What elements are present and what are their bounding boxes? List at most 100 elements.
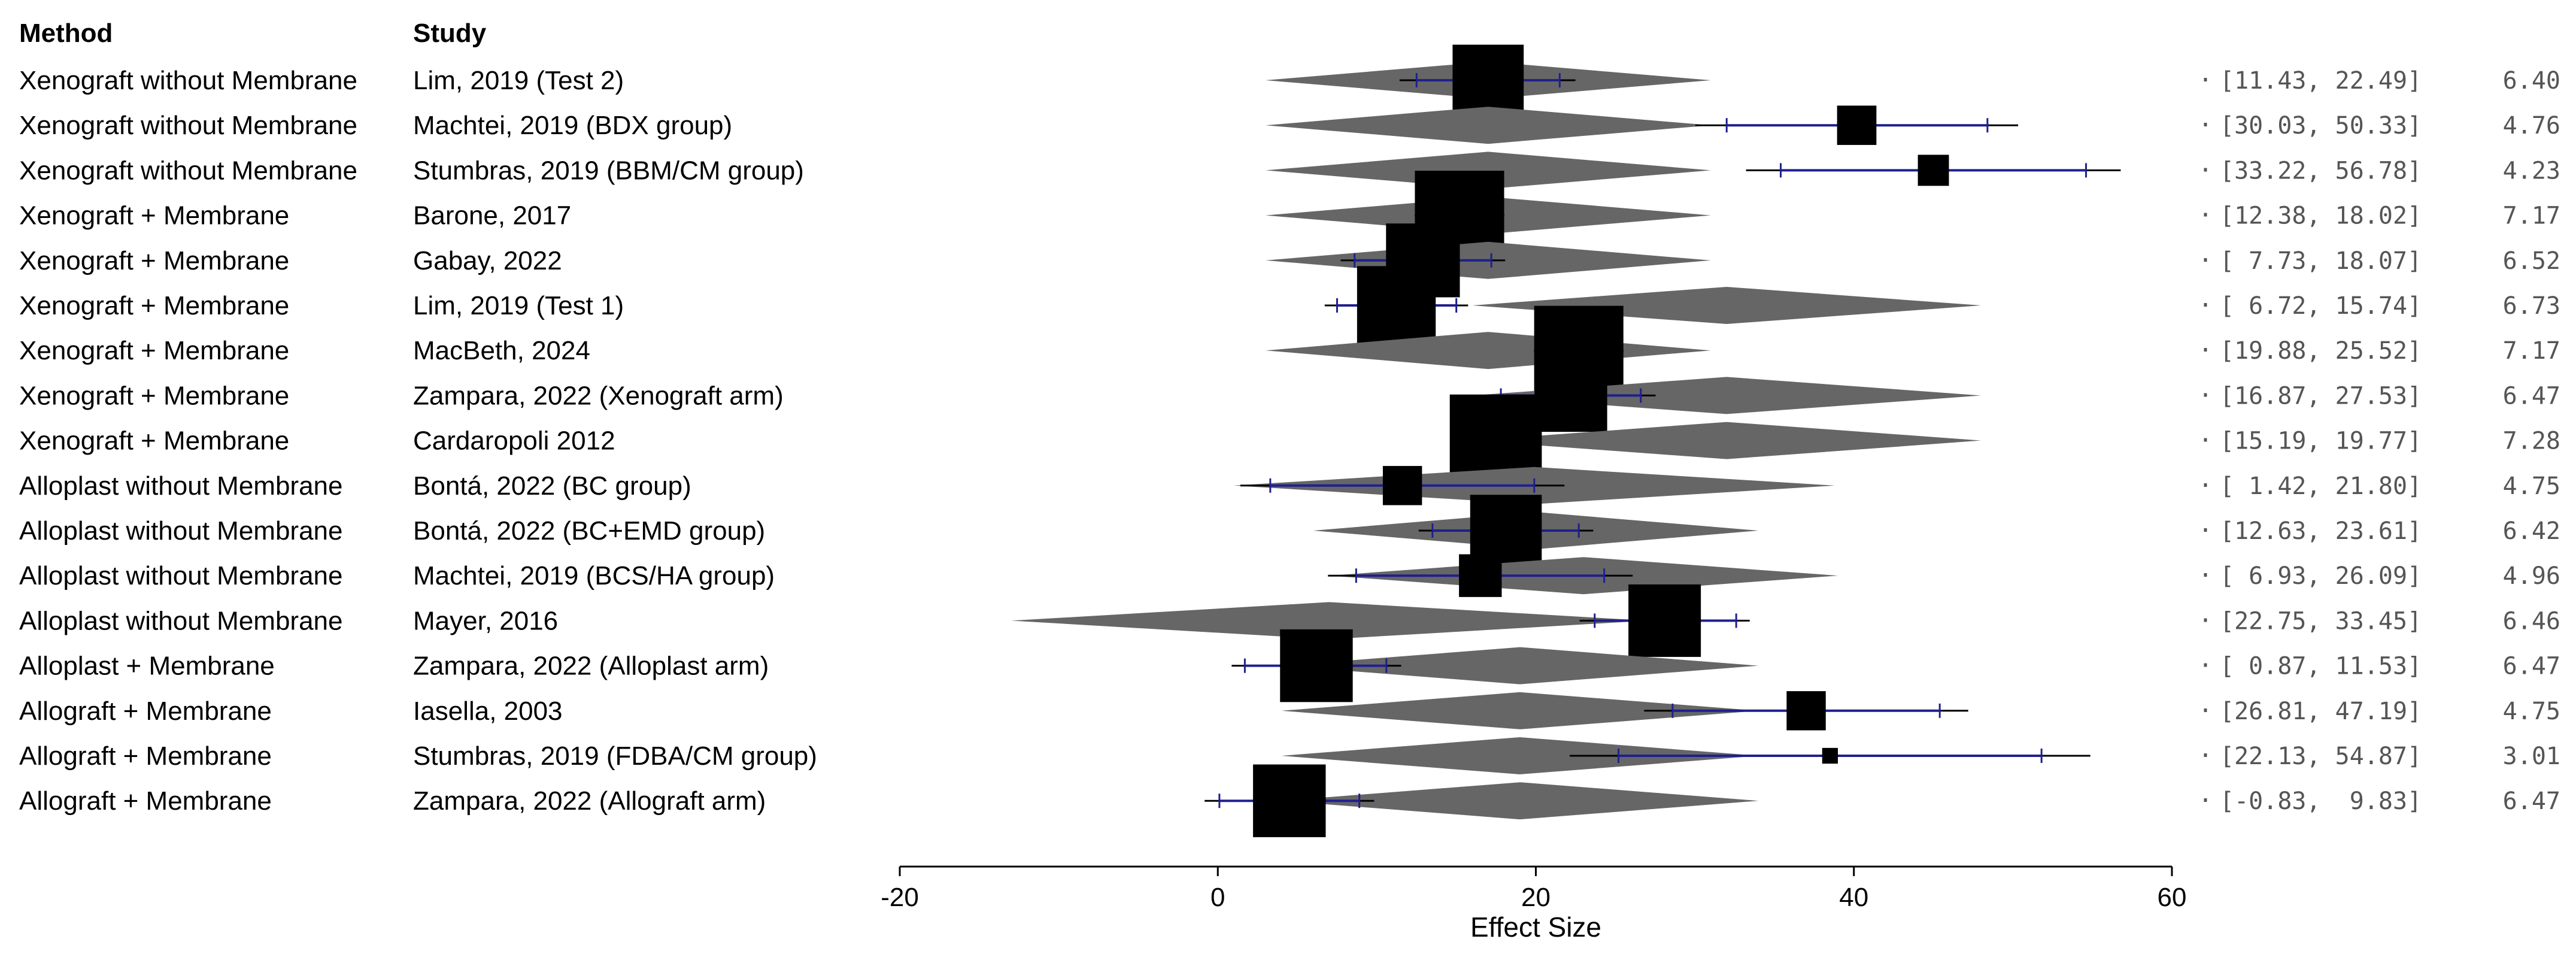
- x-tick-label: 60: [2158, 883, 2187, 912]
- study-row: Alloplast without Membrane Machtei, 2019 …: [19, 554, 2560, 597]
- study-row: Allograft + Membrane Iasella, 2003 · [26.81…: [19, 691, 2560, 731]
- study-row: Xenograft without Membrane Lim, 2019 (Tes…: [19, 44, 2560, 116]
- estimate-box: [1459, 554, 1502, 597]
- study-label: Zampara, 2022 (Alloplast arm): [413, 652, 769, 681]
- study-label: Stumbras, 2019 (FDBA/CM group): [413, 741, 817, 771]
- ci-text: [16.87, 27.53]: [2220, 382, 2422, 410]
- study-label: Stumbras, 2019 (BBM/CM group): [413, 156, 804, 185]
- study-label: Gabay, 2022: [413, 246, 562, 275]
- ci-text: [15.19, 19.77]: [2220, 428, 2422, 455]
- ci-text: [19.88, 25.52]: [2220, 337, 2422, 365]
- ci-text: [33.22, 56.78]: [2220, 157, 2422, 184]
- row-marker: ·: [2198, 472, 2213, 499]
- method-label: Xenograft + Membrane: [19, 246, 289, 275]
- study-row: Alloplast without Membrane Bontá, 2022 (B…: [19, 495, 2560, 567]
- weight-text: 6.40: [2503, 67, 2560, 95]
- summary-diamond: [1265, 107, 1711, 144]
- row-marker: ·: [2198, 381, 2213, 409]
- study-label: Lim, 2019 (Test 1): [413, 291, 624, 320]
- x-axis-title: Effect Size: [1470, 911, 1601, 943]
- weight-text: 6.73: [2503, 292, 2560, 320]
- study-label: Lim, 2019 (Test 2): [413, 66, 624, 95]
- row-marker: ·: [2198, 247, 2213, 274]
- study-row: Xenograft + Membrane Cardaropoli 2012 · [15…: [19, 394, 2560, 487]
- method-label: Xenograft + Membrane: [19, 201, 289, 231]
- study-row: Allograft + Membrane Stumbras, 2019 (FDBA…: [19, 737, 2560, 774]
- weight-text: 7.28: [2503, 428, 2560, 455]
- row-marker: ·: [2198, 427, 2213, 455]
- ci-text: [ 1.42, 21.80]: [2220, 473, 2422, 500]
- study-row: Xenograft + Membrane Gabay, 2022 · [ 7.73, …: [19, 223, 2560, 298]
- ci-text: [22.75, 33.45]: [2220, 607, 2422, 635]
- x-axis-ticks: -20 0 20 40 60: [881, 867, 2186, 912]
- method-label: Xenograft + Membrane: [19, 381, 289, 410]
- weight-text: 4.96: [2503, 562, 2560, 590]
- method-label: Xenograft + Membrane: [19, 336, 289, 365]
- summary-diamond: [1281, 782, 1759, 820]
- estimate-box: [1253, 764, 1326, 837]
- summary-diamond: [1281, 692, 1759, 729]
- study-row: Xenograft without Membrane Machtei, 2019 …: [19, 105, 2560, 146]
- method-label: Allograft + Membrane: [19, 696, 272, 726]
- method-label: Xenograft without Membrane: [19, 111, 357, 140]
- study-row: Xenograft without Membrane Stumbras, 2019…: [19, 152, 2560, 189]
- weight-text: 4.23: [2503, 157, 2560, 184]
- method-label: Xenograft + Membrane: [19, 426, 289, 456]
- study-label: MacBeth, 2024: [413, 336, 590, 365]
- study-row: Alloplast without Membrane Mayer, 2016 · [2…: [19, 584, 2560, 657]
- weight-text: 4.75: [2503, 698, 2560, 725]
- row-marker: ·: [2198, 202, 2213, 229]
- x-tick-label: -20: [881, 883, 919, 912]
- estimate-box: [1280, 629, 1353, 702]
- method-label: Allograft + Membrane: [19, 741, 272, 771]
- estimate-box: [1628, 584, 1701, 657]
- study-row: Xenograft + Membrane MacBeth, 2024 · [19.88…: [19, 305, 2560, 395]
- ci-text: [12.38, 18.02]: [2220, 202, 2422, 230]
- weight-text: 6.46: [2503, 607, 2560, 635]
- estimate-box: [1917, 155, 1949, 186]
- study-row: Alloplast without Membrane Bontá, 2022 (B…: [19, 466, 2560, 505]
- ci-text: [ 6.93, 26.09]: [2220, 562, 2422, 590]
- study-label: Machtei, 2019 (BDX group): [413, 111, 732, 140]
- ci-text: [12.63, 23.61]: [2220, 517, 2422, 545]
- method-label: Xenograft + Membrane: [19, 291, 289, 320]
- weight-text: 7.17: [2503, 202, 2560, 230]
- row-marker: ·: [2198, 66, 2213, 94]
- method-label: Xenograft without Membrane: [19, 156, 357, 185]
- study-label: Zampara, 2022 (Xenograft arm): [413, 381, 784, 410]
- weight-text: 6.47: [2503, 653, 2560, 680]
- ci-text: [26.81, 47.19]: [2220, 698, 2422, 725]
- ci-text: [22.13, 54.87]: [2220, 743, 2422, 770]
- ci-text: [30.03, 50.33]: [2220, 112, 2422, 140]
- estimate-box: [1822, 747, 1838, 764]
- summary-diamond: [1011, 602, 1647, 640]
- estimate-box: [1452, 44, 1524, 116]
- row-marker: ·: [2198, 742, 2213, 770]
- weight-text: 6.52: [2503, 247, 2560, 275]
- x-tick-label: 0: [1210, 883, 1225, 912]
- estimate-box: [1357, 266, 1436, 345]
- ci-text: [-0.83, 9.83]: [2220, 788, 2422, 815]
- study-rows: Xenograft without Membrane Lim, 2019 (Tes…: [19, 44, 2560, 837]
- summary-diamond: [1265, 152, 1711, 189]
- row-marker: ·: [2198, 156, 2213, 184]
- study-label: Barone, 2017: [413, 201, 571, 231]
- summary-diamond: [1472, 422, 1982, 459]
- weight-text: 3.01: [2503, 743, 2560, 770]
- method-label: Alloplast without Membrane: [19, 561, 342, 590]
- study-label: Bontá, 2022 (BC group): [413, 471, 691, 501]
- x-tick-label: 40: [1839, 883, 1868, 912]
- study-label: Machtei, 2019 (BCS/HA group): [413, 561, 775, 590]
- study-row: Xenograft + Membrane Zampara, 2022 (Xenog…: [19, 359, 2560, 432]
- summary-diamond: [1281, 647, 1759, 685]
- row-marker: ·: [2198, 517, 2213, 544]
- ci-text: [11.43, 22.49]: [2220, 67, 2422, 95]
- estimate-box: [1786, 691, 1826, 731]
- study-label: Cardaropoli 2012: [413, 426, 615, 456]
- ci-text: [ 6.72, 15.74]: [2220, 292, 2422, 320]
- method-label: Alloplast without Membrane: [19, 471, 342, 501]
- summary-diamond: [1281, 737, 1759, 774]
- method-label: Alloplast + Membrane: [19, 652, 275, 681]
- x-tick-label: 20: [1521, 883, 1551, 912]
